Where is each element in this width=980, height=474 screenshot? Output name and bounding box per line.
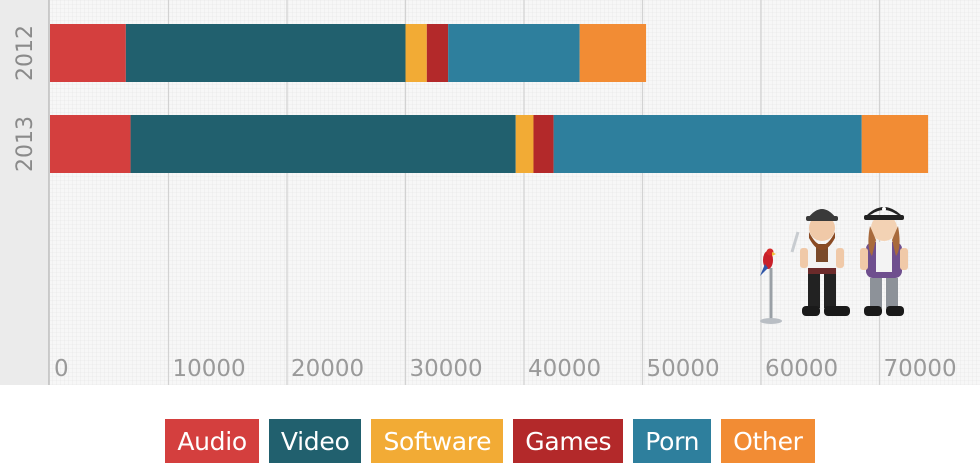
category-label-2013: 2013 xyxy=(13,116,38,172)
x-tick-labels: 0 10000 20000 30000 40000 50000 60000 70000 xyxy=(54,356,957,382)
bar-2013-audio xyxy=(50,115,131,173)
bar-2013-other xyxy=(861,115,929,173)
legend: Audio Video Software Games Porn Other xyxy=(0,419,980,465)
category-labels: 2012 2013 xyxy=(13,25,38,172)
bar-2012-software xyxy=(405,24,427,82)
legend-item-video: Video xyxy=(268,419,362,463)
legend-item-audio: Audio xyxy=(165,419,259,463)
x-tick-label-10000: 10000 xyxy=(173,356,246,382)
bar-2012-audio xyxy=(50,24,126,82)
y-axis-band xyxy=(0,0,49,385)
category-label-2012: 2012 xyxy=(13,25,38,81)
bar-2012-video xyxy=(125,24,406,82)
legend-item-porn: Porn xyxy=(633,419,712,463)
x-tick-label-70000: 70000 xyxy=(884,356,957,382)
bar-2013-video xyxy=(130,115,516,173)
legend-item-software: Software xyxy=(371,419,504,463)
legend-item-other: Other xyxy=(721,419,815,463)
x-tick-label-30000: 30000 xyxy=(410,356,483,382)
bar-2013-software xyxy=(515,115,534,173)
x-tick-label-60000: 60000 xyxy=(765,356,838,382)
bar-2013-porn xyxy=(553,115,862,173)
bar-stacks xyxy=(50,24,929,173)
pirates-with-parrot-icon xyxy=(760,207,908,324)
bar-2012-other xyxy=(579,24,647,82)
x-tick-label-0: 0 xyxy=(54,356,69,382)
bar-2012-porn xyxy=(448,24,580,82)
x-tick-label-40000: 40000 xyxy=(528,356,601,382)
bar-2012-games xyxy=(426,24,449,82)
x-tick-label-50000: 50000 xyxy=(647,356,720,382)
x-tick-label-20000: 20000 xyxy=(291,356,364,382)
bar-2013-games xyxy=(533,115,554,173)
legend-item-games: Games xyxy=(513,419,624,463)
